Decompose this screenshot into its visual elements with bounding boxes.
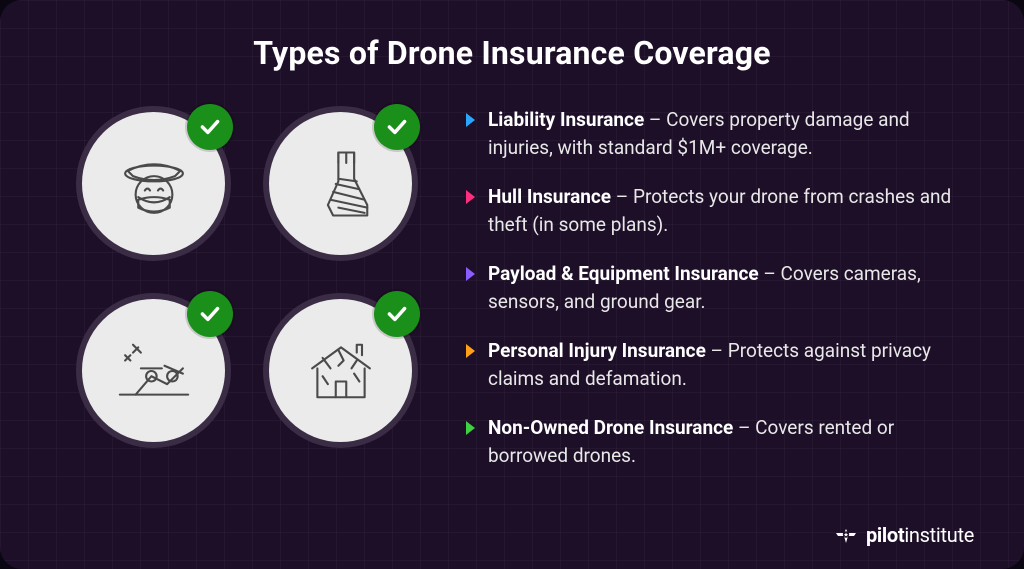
list-item-strong: Liability Insurance (488, 108, 644, 131)
icon-grid (76, 106, 418, 448)
arrow-icon (466, 113, 475, 127)
list-item: Hull Insurance – Protects your drone fro… (466, 183, 968, 238)
list-item-strong: Payload & Equipment Insurance (488, 262, 759, 285)
list-item-text: Payload & Equipment Insurance – Covers c… (488, 260, 968, 315)
arrow-icon (466, 190, 475, 204)
icon-circle-damaged-house (263, 293, 418, 448)
arrow-icon (466, 267, 475, 281)
list-item-text: Liability Insurance – Covers property da… (488, 106, 968, 161)
checkmark-icon (187, 104, 233, 150)
list-item-text: Personal Injury Insurance – Protects aga… (488, 337, 968, 392)
arrow-icon (466, 344, 475, 358)
list-item-strong: Non-Owned Drone Insurance (488, 416, 733, 439)
checkmark-icon (187, 291, 233, 337)
icon-circle-bandaged-foot (263, 106, 418, 261)
checkmark-icon (374, 291, 420, 337)
brand-text-regular: institute (904, 523, 974, 547)
list-item-strong: Hull Insurance (488, 185, 611, 208)
infographic-card: Types of Drone Insurance Coverage (0, 0, 1024, 569)
content-row: Liability Insurance – Covers property da… (56, 100, 968, 543)
brand-footer: pilotinstitute (834, 523, 974, 547)
drone-crash-icon (112, 329, 196, 413)
brand-text: pilotinstitute (866, 523, 974, 547)
robber-icon (112, 142, 196, 226)
damaged-house-icon (299, 329, 383, 413)
arrow-icon (466, 421, 475, 435)
list-item-text: Hull Insurance – Protects your drone fro… (488, 183, 968, 238)
list-item: Personal Injury Insurance – Protects aga… (466, 337, 968, 392)
checkmark-icon (374, 104, 420, 150)
icon-circle-robber (76, 106, 231, 261)
page-title: Types of Drone Insurance Coverage (56, 34, 968, 72)
list-item: Non-Owned Drone Insurance – Covers rente… (466, 414, 968, 469)
list-item-text: Non-Owned Drone Insurance – Covers rente… (488, 414, 968, 469)
list-item-strong: Personal Injury Insurance (488, 339, 706, 362)
bandaged-foot-icon (299, 142, 383, 226)
coverage-list: Liability Insurance – Covers property da… (466, 100, 968, 491)
icon-circle-drone-crash (76, 293, 231, 448)
list-item: Liability Insurance – Covers property da… (466, 106, 968, 161)
list-item: Payload & Equipment Insurance – Covers c… (466, 260, 968, 315)
brand-text-bold: pilot (866, 523, 904, 547)
pilotinstitute-logo-icon (834, 523, 858, 547)
